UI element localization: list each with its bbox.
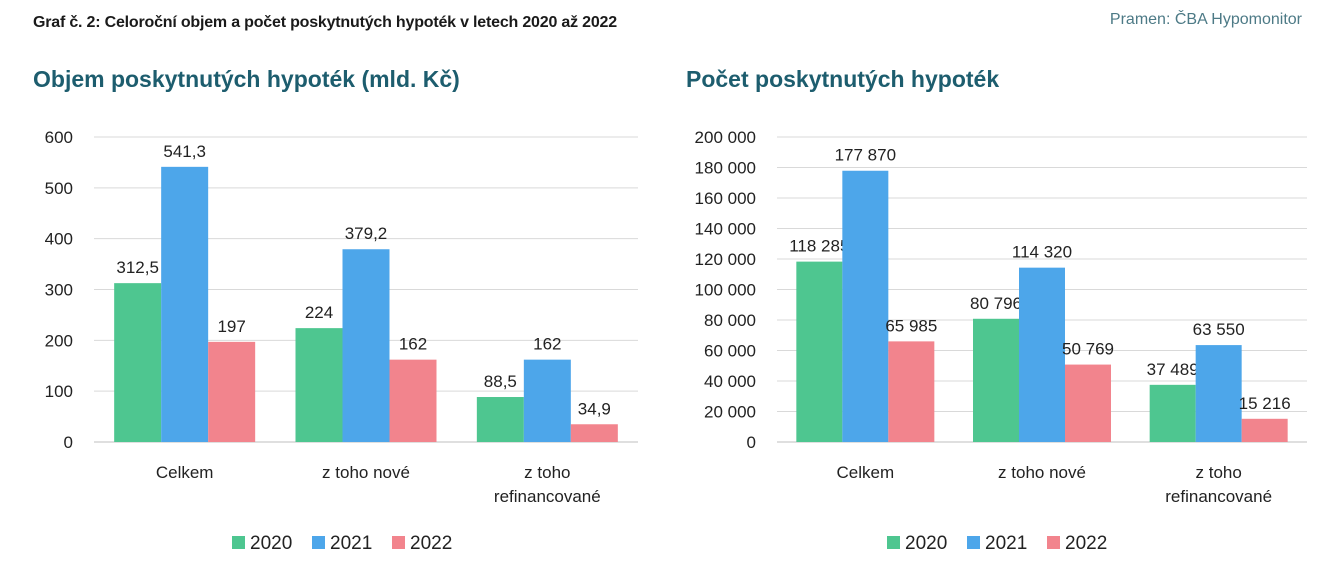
bar-2020 — [295, 328, 343, 442]
data-label: 114 320 — [1012, 243, 1072, 262]
data-label: 88,5 — [484, 372, 517, 391]
bar-2020 — [973, 318, 1019, 442]
data-label: 37 489 — [1147, 360, 1199, 379]
source-note: Pramen: ČBA Hypomonitor — [1109, 11, 1302, 28]
y-tick-label: 0 — [64, 433, 73, 452]
y-tick-label: 0 — [747, 433, 756, 452]
data-label: 63 550 — [1193, 320, 1245, 339]
bar-2022 — [1241, 418, 1288, 442]
figure-title: Graf č. 2: Celoroční objem a počet posky… — [33, 14, 617, 31]
bar-2021 — [1019, 267, 1065, 442]
chart-title-volume: Objem poskytnutých hypoték (mld. Kč) — [33, 66, 460, 92]
y-tick-label: 300 — [45, 281, 73, 300]
data-label: 224 — [305, 303, 333, 322]
data-label: 541,3 — [163, 142, 206, 161]
y-tick-label: 160 000 — [695, 189, 756, 208]
y-tick-label: 180 000 — [695, 159, 756, 178]
data-label: 65 985 — [885, 316, 937, 335]
category-label: z toho — [524, 463, 570, 482]
data-label: 15 216 — [1239, 394, 1291, 413]
count-bar-chart: 0 20 000 40 000 60 000 80 000 100 000 120 000 1… — [695, 128, 1307, 554]
bar-2020 — [1149, 384, 1196, 442]
bar-2021 — [523, 359, 571, 442]
bar-2022 — [570, 424, 618, 442]
data-label: 379,2 — [345, 224, 388, 243]
bar-2022 — [389, 359, 437, 442]
data-label: 177 870 — [835, 146, 896, 165]
data-label: 312,5 — [116, 258, 159, 277]
y-tick-label: 20 000 — [704, 403, 756, 422]
bar-2021 — [342, 249, 390, 442]
data-label: 162 — [533, 335, 561, 354]
category-label: Celkem — [156, 463, 214, 482]
y-tick-label: 200 — [45, 331, 73, 350]
bar-2022 — [888, 341, 935, 442]
data-label: 80 796 — [970, 294, 1022, 313]
y-tick-label: 600 — [45, 128, 73, 147]
y-tick-label: 140 000 — [695, 220, 756, 239]
legend-label-2021: 2021 — [985, 533, 1027, 554]
data-label: 162 — [399, 335, 427, 354]
category-label: refinancované — [494, 487, 601, 506]
bar-2021 — [1195, 345, 1242, 442]
y-tick-label: 80 000 — [704, 311, 756, 330]
legend-label-2020: 2020 — [905, 533, 947, 554]
y-tick-label: 400 — [45, 230, 73, 249]
category-label: z toho nové — [322, 463, 410, 482]
bar-2020 — [114, 283, 162, 442]
data-label: 118 285 — [789, 237, 849, 256]
bar-2021 — [161, 166, 209, 442]
y-tick-label: 100 — [45, 382, 73, 401]
data-label: 197 — [217, 317, 245, 336]
legend-swatch-2022 — [392, 536, 405, 549]
bar-2020 — [476, 397, 524, 442]
bar-2022 — [208, 341, 256, 442]
data-label: 50 769 — [1062, 340, 1114, 359]
y-tick-label: 100 000 — [695, 281, 756, 300]
y-tick-label: 200 000 — [695, 128, 756, 147]
legend-swatch-2020 — [232, 536, 245, 549]
y-tick-label: 60 000 — [704, 342, 756, 361]
chart-title-count: Počet poskytnutých hypoték — [686, 66, 1000, 92]
legend-label-2020: 2020 — [250, 533, 292, 554]
category-label: refinancované — [1165, 487, 1272, 506]
legend-label-2021: 2021 — [330, 533, 372, 554]
y-tick-label: 120 000 — [695, 250, 756, 269]
volume-bar-chart: 0 100 200 300 400 500 600 312,5 541,3 197 Celkem 22… — [45, 128, 638, 554]
legend-label-2022: 2022 — [410, 533, 452, 554]
legend-swatch-2022 — [1047, 536, 1060, 549]
bar-2022 — [1065, 364, 1111, 442]
y-tick-label: 40 000 — [704, 372, 756, 391]
bar-2021 — [842, 170, 889, 443]
category-label: Celkem — [837, 463, 895, 482]
bar-2020 — [796, 261, 843, 442]
legend-swatch-2020 — [887, 536, 900, 549]
category-label: z toho — [1196, 463, 1242, 482]
data-label: 34,9 — [578, 399, 611, 418]
y-tick-label: 500 — [45, 179, 73, 198]
legend-swatch-2021 — [967, 536, 980, 549]
legend-label-2022: 2022 — [1065, 533, 1107, 554]
legend-swatch-2021 — [312, 536, 325, 549]
category-label: z toho nové — [998, 463, 1086, 482]
